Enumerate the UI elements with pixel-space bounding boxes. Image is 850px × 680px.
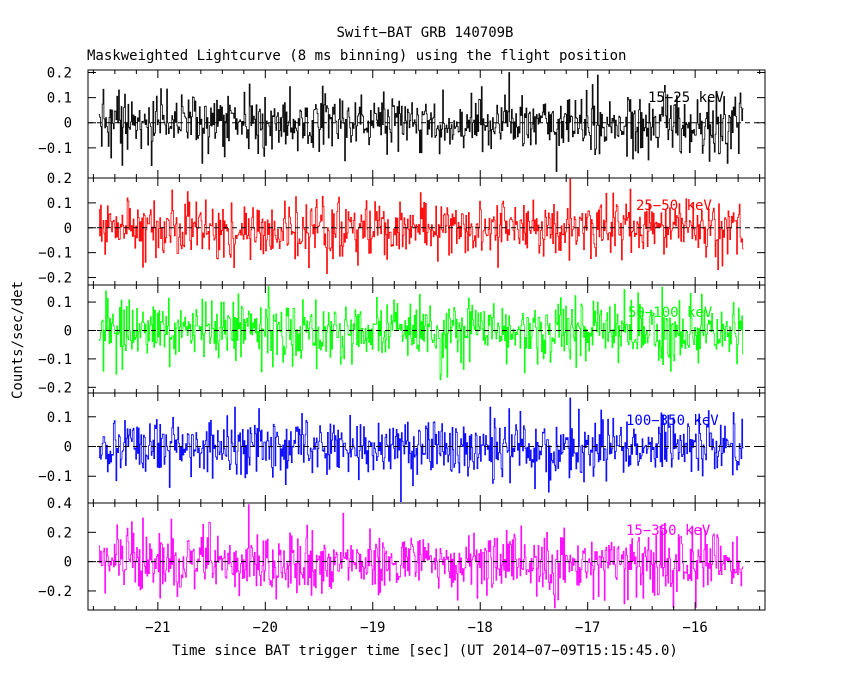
panel-4: 0.1 0 −0.1 100−350 keV: [38, 392, 766, 504]
y-tick-label-5-3: 0: [64, 555, 72, 571]
x-tick-label-4: −18: [468, 620, 493, 636]
trace-1: [98, 72, 744, 172]
chart-subtitle: Maskweighted Lightcurve (8 ms binning) u…: [87, 48, 626, 64]
y-tick-label-2-4: −0.1: [38, 246, 72, 262]
x-tick-label-1: −21: [145, 620, 170, 636]
panel-5: 0.4 0.2 0 −0.2 15−350 keV: [38, 496, 766, 611]
trace-5: [98, 504, 744, 609]
y-tick-label-4-3: −0.1: [38, 469, 72, 485]
x-tick-label-3: −19: [360, 620, 385, 636]
panel-3: 0.1 0 −0.1 −0.2 50−100 keV: [38, 284, 766, 396]
panel-frame-5: [87, 502, 766, 611]
y-tick-label-4-2: 0: [64, 440, 72, 456]
y-tick-label-4-1: 0.1: [47, 410, 72, 426]
y-tick-label-3-3: −0.1: [38, 352, 72, 368]
y-tick-label-1-4: −0.1: [38, 141, 72, 157]
trace-3: [98, 286, 744, 380]
y-tick-label-5-1: 0.4: [47, 496, 72, 512]
panel-frame-1: [87, 69, 766, 179]
y-tick-label-3-2: 0: [64, 323, 72, 339]
panel-label-3: 50−100 keV: [628, 305, 713, 321]
chart-title: Swift−BAT GRB 140709B: [336, 25, 513, 41]
panel-label-5: 15−350 keV: [626, 523, 711, 539]
panel-label-1: 15−25 keV: [648, 90, 724, 106]
y-tick-label-2-3: 0: [64, 221, 72, 237]
x-tick-label-2: −20: [253, 620, 278, 636]
panel-1: 0.2 0.1 0 −0.1 15−25 keV: [38, 66, 766, 179]
trace-2: [98, 178, 744, 274]
panel-label-4: 100−350 keV: [626, 413, 719, 429]
x-axis-label: Time since BAT trigger time [sec] (UT 20…: [172, 643, 678, 659]
y-tick-label-2-2: 0.1: [47, 196, 72, 212]
y-tick-label-1-1: 0.2: [47, 66, 72, 82]
y-tick-label-2-5: −0.2: [38, 271, 72, 287]
y-tick-label-3-1: 0.1: [47, 295, 72, 311]
trace-4: [98, 397, 744, 502]
panel-2: 0.2 0.1 0 −0.1 −0.2 25−50 keV: [38, 171, 766, 287]
panel-label-2: 25−50 keV: [636, 198, 712, 214]
x-tick-label-6: −16: [683, 620, 708, 636]
panels-group: 0.2 0.1 0 −0.1 15−25 keV 0.2 0.1 0 −0.1 −0.2 25−50…: [38, 66, 766, 636]
y-tick-label-5-2: 0.2: [47, 525, 72, 541]
y-axis-label: Counts/sec/det: [10, 281, 26, 399]
x-tick-label-5: −17: [575, 620, 600, 636]
y-tick-label-3-4: −0.2: [38, 380, 72, 396]
y-tick-label-2-1: 0.2: [47, 171, 72, 187]
y-tick-label-1-3: 0: [64, 116, 72, 132]
y-tick-label-5-4: −0.2: [38, 584, 72, 600]
y-tick-label-1-2: 0.1: [47, 91, 72, 107]
